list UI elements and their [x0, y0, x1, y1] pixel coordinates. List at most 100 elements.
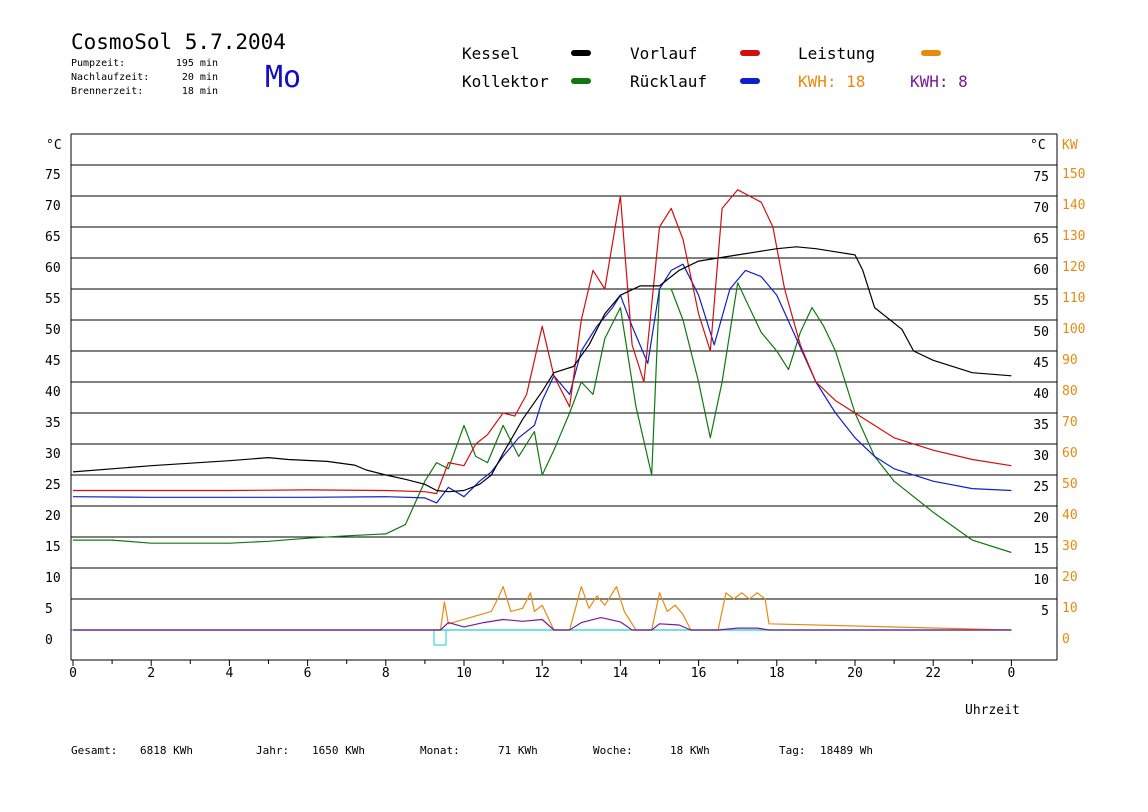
x-tick-label: 0 [69, 666, 77, 681]
series-kessel-line [72, 246, 1012, 493]
y-tick-label-right: 30 [1033, 449, 1049, 464]
y-tick-label-kw: 120 [1062, 260, 1085, 275]
footer-jahr-label: Jahr: [256, 744, 290, 757]
footer-woche-label: Woche: [593, 744, 633, 757]
x-tick-label: 4 [225, 666, 233, 681]
series-kwh_purple-line [73, 616, 1012, 631]
y-tick-label-left: 35 [45, 416, 61, 431]
y-tick-label-left: 65 [45, 230, 61, 245]
legend-vorlauf-swatch [740, 50, 760, 56]
x-tick-label: 6 [304, 666, 312, 681]
x-tick-label: 16 [691, 666, 707, 681]
y-tick-label-left: 0 [45, 633, 53, 648]
y-tick-label-left: 15 [45, 540, 61, 555]
stat-pumpzeit-value: 195 min [175, 58, 218, 69]
series-ruecklauf-line [72, 263, 1012, 504]
y-tick-label-kw: 40 [1062, 508, 1078, 523]
chart-axes: 0 2 4 6 8 10 12 14 16 18 20 22 005101520253035404550… [45, 134, 1085, 681]
y-tick-label-right: 70 [1033, 201, 1049, 216]
series-kollektor-line [73, 282, 1012, 554]
y-tick-label-kw: 90 [1062, 353, 1078, 368]
legend-kollektor-swatch [571, 78, 591, 84]
x-tick-label: 8 [382, 666, 390, 681]
y-tick-label-kw: 70 [1062, 415, 1078, 430]
weekday-label: Mo [265, 60, 302, 95]
legend-ruecklauf-label: Rücklauf [630, 72, 708, 91]
legend-ruecklauf-swatch [740, 78, 760, 84]
y-tick-label-right: 55 [1033, 294, 1049, 309]
y-tick-label-kw: 130 [1062, 229, 1085, 244]
footer-monat-label: Monat: [420, 744, 460, 757]
y-tick-label-kw: 20 [1062, 570, 1078, 585]
chart-grid [71, 133, 1057, 600]
y-tick-label-left: 60 [45, 261, 61, 276]
y-tick-label-kw: 10 [1062, 601, 1078, 616]
x-tick-label: 14 [613, 666, 629, 681]
y-tick-label-right: 40 [1033, 387, 1049, 402]
x-tick-label: 2 [147, 666, 155, 681]
footer-tag-label: Tag: [779, 744, 806, 757]
chart-title: CosmoSol 5.7.2004 [71, 30, 286, 54]
y-tick-label-right: 65 [1033, 232, 1049, 247]
y-tick-label-right: 25 [1033, 480, 1049, 495]
legend-vorlauf-label: Vorlauf [630, 44, 698, 63]
y-tick-label-right: 35 [1033, 418, 1049, 433]
y-axis-right-unit-kw: KW [1062, 138, 1078, 153]
stat-nachlaufzeit-label: Nachlaufzeit: [71, 72, 150, 83]
y-tick-label-left: 10 [45, 571, 61, 586]
legend-kessel-label: Kessel [462, 44, 520, 63]
x-axis-label: Uhrzeit [965, 703, 1020, 718]
y-tick-label-kw: 30 [1062, 539, 1078, 554]
y-tick-label-left: 40 [45, 385, 61, 400]
y-tick-label-right: 15 [1033, 542, 1049, 557]
y-tick-label-right: 10 [1033, 573, 1049, 588]
y-axis-left-unit: °C [46, 138, 62, 153]
y-tick-label-right: 60 [1033, 263, 1049, 278]
y-tick-label-right: 50 [1033, 325, 1049, 340]
y-tick-label-kw: 60 [1062, 446, 1078, 461]
y-tick-label-kw: 110 [1062, 291, 1085, 306]
y-axis-right-unit-celsius: °C [1030, 138, 1046, 153]
y-tick-label-left: 50 [45, 323, 61, 338]
y-tick-label-left: 30 [45, 447, 61, 462]
stat-pumpzeit-label: Pumpzeit: [71, 58, 126, 69]
y-tick-label-kw: 100 [1062, 322, 1085, 337]
y-tick-label-kw: 150 [1062, 167, 1085, 182]
x-tick-label: 22 [925, 666, 941, 681]
y-tick-label-kw: 80 [1062, 384, 1078, 399]
x-tick-label: 12 [534, 666, 550, 681]
y-tick-label-kw: 50 [1062, 477, 1078, 492]
x-tick-label: 0 [1007, 666, 1015, 681]
y-tick-label-left: 55 [45, 292, 61, 307]
footer-jahr-value: 1650 KWh [312, 744, 365, 757]
y-tick-label-kw: 140 [1062, 198, 1085, 213]
legend-leistung-label: Leistung [798, 44, 876, 63]
legend-kwh-orange: KWH: 18 [798, 72, 866, 91]
y-tick-label-kw: 0 [1062, 632, 1070, 647]
footer-woche-value: 18 KWh [670, 744, 710, 757]
y-tick-label-left: 45 [45, 354, 61, 369]
footer-gesamt-label: Gesamt: [71, 744, 118, 757]
footer-gesamt-value: 6818 KWh [140, 744, 193, 757]
y-tick-label-left: 75 [45, 168, 61, 183]
y-tick-label-left: 5 [45, 602, 53, 617]
stat-brennerzeit-label: Brennerzeit: [71, 86, 144, 97]
y-tick-label-right: 45 [1033, 356, 1049, 371]
stat-nachlaufzeit-value: 20 min [181, 72, 218, 83]
y-tick-label-right: 20 [1033, 511, 1049, 526]
series-vorlauf-line [73, 189, 1012, 495]
y-tick-label-right: 75 [1033, 170, 1049, 185]
x-tick-label: 20 [847, 666, 863, 681]
legend-kollektor-label: Kollektor [462, 72, 549, 91]
footer-tag-value: 18489 Wh [820, 744, 873, 757]
legend-leistung-swatch [921, 50, 941, 56]
series-leistung-line [73, 585, 1012, 631]
y-tick-label-left: 20 [45, 509, 61, 524]
y-tick-label-left: 25 [45, 478, 61, 493]
footer-monat-value: 71 KWh [498, 744, 538, 757]
baseline-marker [433, 629, 447, 646]
x-tick-label: 18 [769, 666, 785, 681]
stat-brennerzeit-value: 18 min [181, 86, 218, 97]
y-tick-label-right: 5 [1041, 604, 1049, 619]
